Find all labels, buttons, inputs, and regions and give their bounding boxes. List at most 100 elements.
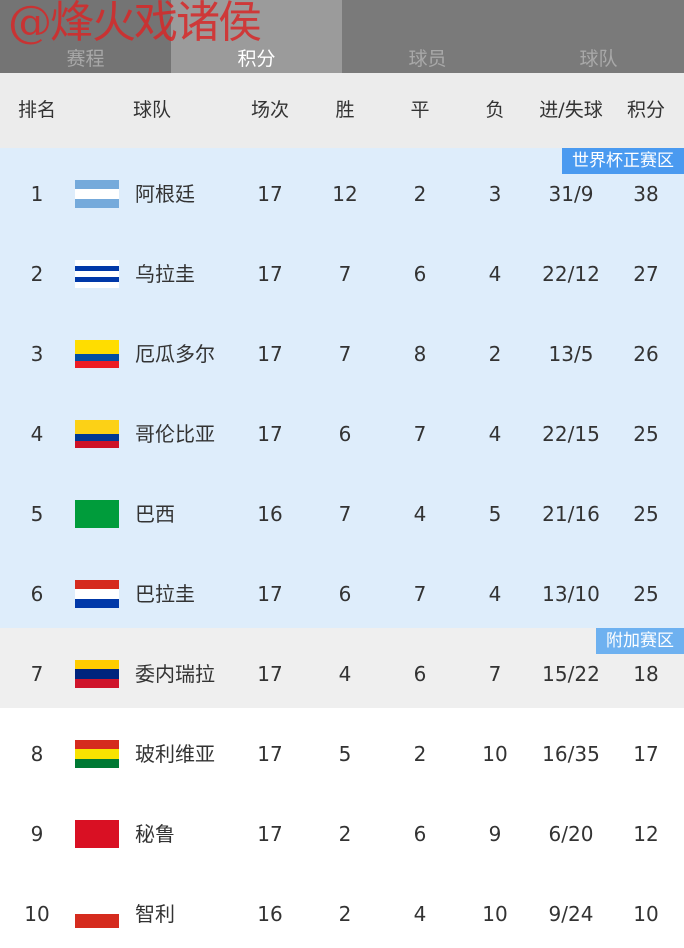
flag-stripe <box>75 758 119 768</box>
flag-stripe <box>75 282 119 288</box>
lost-cell: 7 <box>488 662 502 686</box>
flag-stripe <box>75 260 119 266</box>
table-row[interactable]: 5 巴西 16 7 4 5 21/16 25 <box>0 468 684 548</box>
table-row[interactable]: 附加赛区 7 委内瑞拉 17 4 6 7 15/22 18 <box>0 628 684 708</box>
played-cell: 17 <box>257 182 283 206</box>
flag-stripe <box>75 340 119 347</box>
zone-badge-world-cup: 世界杯正赛区 <box>562 148 684 174</box>
tab-schedule[interactable]: 赛程 <box>0 0 171 73</box>
goals-cell: 21/16 <box>542 502 600 526</box>
lost-cell: 5 <box>488 502 502 526</box>
played-cell: 16 <box>257 502 283 526</box>
lost-cell: 4 <box>488 262 502 286</box>
flag-stripe <box>75 265 119 272</box>
zone-badge-playoff: 附加赛区 <box>596 628 684 654</box>
team-flag-icon <box>75 740 119 768</box>
table-row[interactable]: 10 智利 16 2 4 10 9/24 10 <box>0 868 684 948</box>
drawn-cell: 2 <box>413 742 427 766</box>
goals-cell: 13/10 <box>542 582 600 606</box>
rank-cell: 1 <box>30 182 44 206</box>
drawn-cell: 2 <box>413 182 427 206</box>
points-cell: 25 <box>633 582 659 606</box>
rank-cell: 7 <box>30 662 44 686</box>
table-row[interactable]: 8 玻利维亚 17 5 2 10 16/35 17 <box>0 708 684 788</box>
team-name: 玻利维亚 <box>135 742 215 766</box>
flag-stripe <box>75 580 119 590</box>
flag-stripe <box>75 198 119 208</box>
flag-stripe <box>75 900 119 914</box>
drawn-cell: 6 <box>413 262 427 286</box>
header-lost: 负 <box>485 99 505 121</box>
lost-cell: 2 <box>488 342 502 366</box>
won-cell: 2 <box>338 822 352 846</box>
table-row[interactable]: 世界杯正赛区 1 阿根廷 17 12 2 3 31/9 38 <box>0 148 684 228</box>
tab-standings[interactable]: 积分 <box>171 0 342 73</box>
flag-stripe <box>75 441 119 448</box>
rank-cell: 8 <box>30 742 44 766</box>
lost-cell: 4 <box>488 582 502 606</box>
standings-table: 世界杯正赛区 1 阿根廷 17 12 2 3 31/9 38 2 乌拉圭 17 7 6 4 22/12 27 3 厄… <box>0 148 684 948</box>
tab-players[interactable]: 球员 <box>408 48 447 70</box>
points-cell: 12 <box>633 822 659 846</box>
table-row[interactable]: 6 巴拉圭 17 6 7 4 13/10 25 <box>0 548 684 628</box>
header-team: 球队 <box>133 99 172 121</box>
team-flag-icon <box>75 660 119 688</box>
team-flag-icon <box>75 420 119 448</box>
played-cell: 17 <box>257 822 283 846</box>
flag-stripe <box>75 660 119 670</box>
drawn-cell: 6 <box>413 822 427 846</box>
rank-cell: 4 <box>30 422 44 446</box>
goals-cell: 6/20 <box>548 822 594 846</box>
goals-cell: 16/35 <box>542 742 600 766</box>
won-cell: 4 <box>338 662 352 686</box>
won-cell: 12 <box>332 182 358 206</box>
drawn-cell: 7 <box>413 582 427 606</box>
played-cell: 17 <box>257 262 283 286</box>
table-row[interactable]: 9 秘鲁 17 2 6 9 6/20 12 <box>0 788 684 868</box>
table-row[interactable]: 4 哥伦比亚 17 6 7 4 22/15 25 <box>0 388 684 468</box>
team-name: 哥伦比亚 <box>135 422 215 446</box>
flag-stripe <box>75 500 119 528</box>
team-flag-icon <box>75 900 119 928</box>
played-cell: 17 <box>257 662 283 686</box>
goals-cell: 15/22 <box>542 662 600 686</box>
table-row[interactable]: 2 乌拉圭 17 7 6 4 22/12 27 <box>0 228 684 308</box>
flag-stripe <box>75 678 119 688</box>
points-cell: 26 <box>633 342 659 366</box>
flag-stripe <box>75 189 119 199</box>
header-rank: 排名 <box>17 99 57 121</box>
rank-cell: 2 <box>30 262 44 286</box>
team-flag-icon <box>75 260 119 288</box>
points-cell: 18 <box>633 662 659 686</box>
tab-bar: 赛程 积分 球员 球队 <box>0 0 684 73</box>
table-row[interactable]: 3 厄瓜多尔 17 7 8 2 13/5 26 <box>0 308 684 388</box>
lost-cell: 10 <box>482 742 508 766</box>
flag-stripe <box>75 271 119 277</box>
flag-stripe <box>75 749 119 759</box>
points-cell: 17 <box>633 742 659 766</box>
won-cell: 7 <box>338 502 352 526</box>
team-name: 阿根廷 <box>135 182 195 206</box>
lost-cell: 3 <box>488 182 502 206</box>
points-cell: 10 <box>633 902 659 926</box>
flag-stripe <box>75 354 119 361</box>
flag-stripe <box>75 361 119 368</box>
flag-stripe <box>75 820 119 848</box>
flag-stripe <box>75 347 119 354</box>
won-cell: 7 <box>338 262 352 286</box>
won-cell: 6 <box>338 422 352 446</box>
points-cell: 25 <box>633 502 659 526</box>
played-cell: 17 <box>257 582 283 606</box>
points-cell: 38 <box>633 182 659 206</box>
flag-stripe <box>75 914 119 928</box>
lost-cell: 9 <box>488 822 502 846</box>
rank-cell: 10 <box>24 902 50 926</box>
won-cell: 5 <box>338 742 352 766</box>
points-cell: 25 <box>633 422 659 446</box>
tab-teams[interactable]: 球队 <box>579 48 618 70</box>
team-name: 厄瓜多尔 <box>135 342 215 366</box>
team-name: 巴西 <box>135 502 175 526</box>
flag-stripe <box>75 180 119 190</box>
flag-stripe <box>75 276 119 283</box>
drawn-cell: 4 <box>413 502 427 526</box>
